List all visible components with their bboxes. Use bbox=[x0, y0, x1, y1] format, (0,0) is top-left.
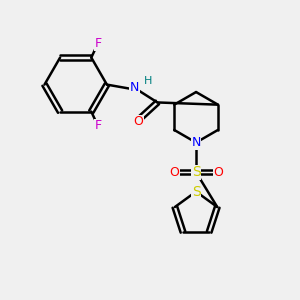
Text: O: O bbox=[213, 166, 223, 179]
Text: F: F bbox=[94, 119, 101, 132]
Text: F: F bbox=[94, 37, 101, 50]
Text: N: N bbox=[191, 136, 201, 149]
Text: H: H bbox=[144, 76, 153, 86]
Text: N: N bbox=[130, 81, 139, 94]
Text: O: O bbox=[133, 115, 143, 128]
Text: O: O bbox=[169, 166, 179, 179]
Text: S: S bbox=[192, 184, 200, 199]
Text: S: S bbox=[192, 165, 200, 179]
